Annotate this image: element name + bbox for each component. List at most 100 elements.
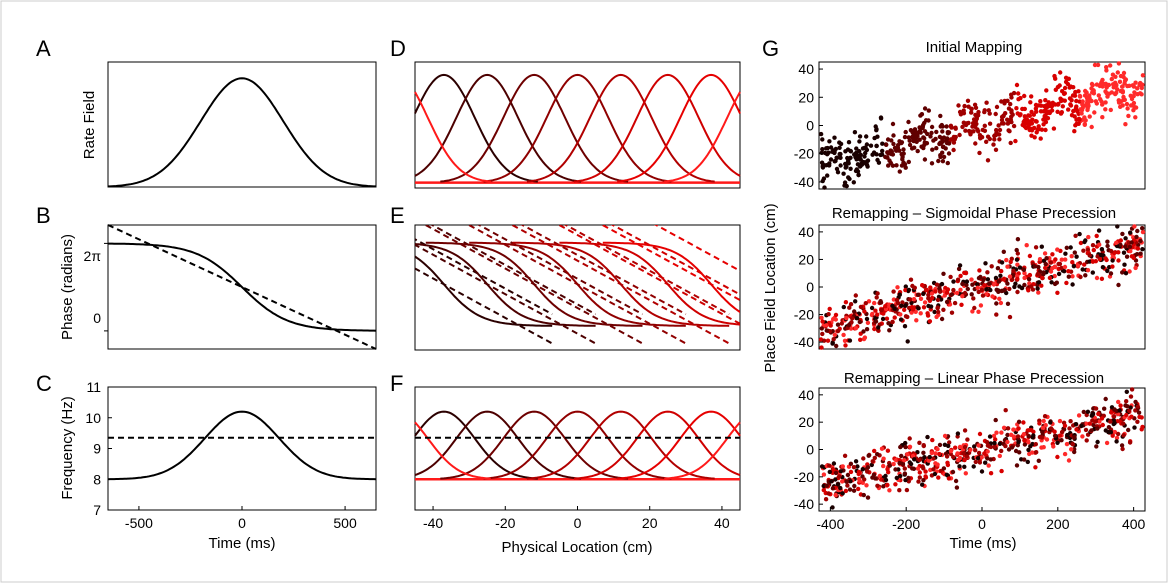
rate-field-curve [414, 91, 491, 183]
scatter-point [1018, 95, 1023, 101]
frequency-curve [414, 410, 538, 480]
scatter-point [853, 155, 858, 160]
scatter-point [1082, 239, 1087, 245]
scatter-point [1105, 243, 1110, 249]
scatter-point [1083, 273, 1088, 278]
scatter-point [872, 326, 877, 332]
scatter-point [1109, 76, 1115, 82]
scatter-point [907, 444, 913, 449]
scatter-point [907, 142, 913, 148]
scatter-point [1114, 439, 1119, 444]
scatter-point [1027, 272, 1033, 278]
scatter-point [1076, 413, 1082, 418]
scatter-point [1017, 450, 1022, 455]
scatter-point [843, 149, 848, 154]
scatter-point [931, 467, 936, 472]
scatter-point [1063, 75, 1069, 81]
scatter-point [821, 176, 827, 181]
scatter-point [1024, 243, 1029, 248]
scatter-point [966, 120, 971, 126]
scatter-point [1138, 251, 1143, 256]
scatter-point [1034, 109, 1039, 114]
scatter-point [936, 309, 941, 315]
linear-phase-line [415, 267, 553, 345]
scatter-point [969, 106, 974, 112]
scatter-point [934, 146, 939, 151]
panel-g-ytick-label: 40 [798, 224, 814, 240]
scatter-point [972, 444, 977, 449]
scatter-point [1080, 267, 1085, 272]
scatter-point [1043, 261, 1048, 267]
scatter-point [994, 312, 999, 317]
scatter-point [1044, 105, 1050, 110]
panel-e-clipped [415, 225, 740, 345]
scatter-point [1032, 264, 1038, 269]
scatter-point [937, 289, 943, 294]
scatter-point [1096, 411, 1101, 417]
scatter-point [1063, 257, 1068, 262]
scatter-point [914, 318, 919, 323]
panel-label-g: G [762, 36, 779, 61]
scatter-point [994, 430, 999, 435]
scatter-point [931, 138, 936, 143]
scatter-point [1037, 421, 1042, 426]
scatter-point [855, 464, 860, 469]
scatter-point [1076, 89, 1081, 94]
scatter-point [872, 455, 877, 461]
scatter-point [1110, 433, 1115, 438]
scatter-point [1026, 447, 1031, 453]
panel-f-axes [414, 386, 741, 511]
scatter-point [1122, 81, 1127, 86]
scatter-point [863, 301, 868, 306]
scatter-point [857, 139, 862, 144]
scatter-point [824, 483, 829, 488]
scatter-point [915, 466, 921, 471]
scatter-point [902, 466, 907, 471]
panel-g-ytick-label: 20 [798, 251, 814, 267]
scatter-point [1022, 114, 1027, 119]
scatter-point [942, 433, 948, 439]
scatter-point [1042, 414, 1048, 419]
scatter-point [826, 312, 831, 317]
scatter-point [1121, 97, 1126, 103]
scatter-point [857, 319, 862, 325]
scatter-point [847, 487, 853, 492]
panel-g-ytick-label: 40 [798, 61, 814, 77]
scatter-point [915, 292, 921, 297]
scatter-point [899, 453, 904, 459]
scatter-point [1089, 413, 1095, 418]
scatter-point [1128, 93, 1133, 99]
rate-field-curve [440, 73, 629, 183]
scatter-point [1034, 450, 1039, 455]
scatter-point [1040, 275, 1045, 281]
scatter-point [1031, 112, 1037, 117]
scatter-point [1036, 290, 1041, 295]
scatter-point [1116, 250, 1121, 255]
scatter-point [820, 147, 825, 152]
scatter-point [838, 155, 843, 160]
scatter-point [954, 290, 960, 296]
scatter-point [865, 469, 870, 474]
scatter-point [953, 445, 958, 450]
scatter-point [1032, 125, 1037, 131]
scatter-point [892, 315, 897, 320]
scatter-point [1084, 103, 1089, 108]
scatter-point [920, 124, 925, 129]
scatter-point [1121, 70, 1127, 76]
scatter-point [1118, 238, 1124, 243]
scatter-point [864, 316, 870, 322]
scatter-point [1087, 114, 1092, 119]
scatter-point [1110, 258, 1115, 263]
scatter-point [1118, 88, 1124, 94]
scatter-point [1087, 421, 1093, 426]
scatter-point [933, 451, 938, 456]
scatter-point [887, 463, 892, 468]
linear-phase-line [477, 225, 643, 316]
scatter-point [980, 127, 985, 133]
scatter-point [902, 471, 908, 476]
scatter-point [841, 332, 846, 338]
scatter-point [866, 299, 872, 304]
scatter-point [861, 336, 867, 342]
scatter-point [1048, 269, 1054, 274]
